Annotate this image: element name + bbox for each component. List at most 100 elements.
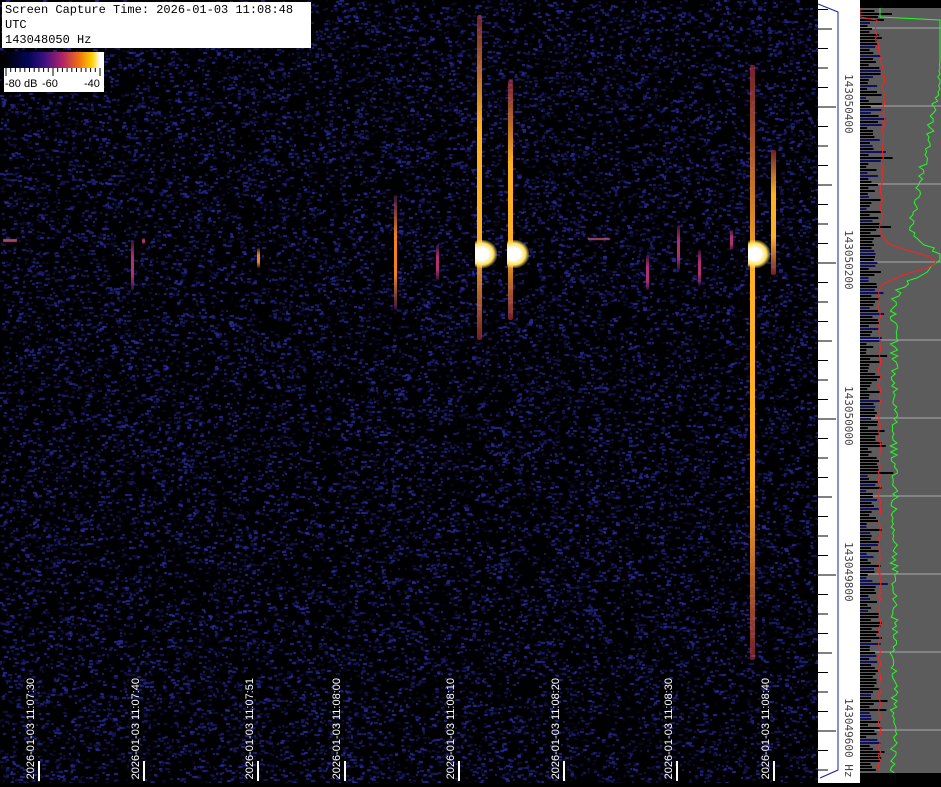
spectrum-instant-bar xyxy=(860,511,872,513)
spectrum-instant-bar xyxy=(860,424,878,426)
signal-trace-8 xyxy=(677,225,680,270)
spectrum-instant-bar xyxy=(860,322,880,324)
signal-trace-4 xyxy=(435,244,439,280)
time-tick-label: 2026-01-03 11:07:51 xyxy=(244,677,256,779)
signal-trace-3 xyxy=(393,194,397,311)
spectrum-instant-bar xyxy=(860,64,869,66)
spectrum-instant-bar xyxy=(860,721,881,723)
spectrum-instant-bar xyxy=(860,331,872,333)
spectrum-instant-bar xyxy=(860,577,867,579)
spectrum-instant-bar xyxy=(860,703,874,705)
spectrum-instant-bar xyxy=(860,451,872,453)
spectrum-instant-bar xyxy=(860,514,870,516)
spectrum-instant-bar xyxy=(860,457,877,459)
spectrum-instant-bar xyxy=(860,106,871,108)
spectrum-instant-bar xyxy=(860,478,870,480)
spectrum-instant-bar xyxy=(860,724,869,726)
time-tick-label: 2026-01-03 11:08:40 xyxy=(760,677,772,779)
spectrum-instant-bar xyxy=(860,319,878,321)
spectrum-instant-bar xyxy=(860,55,881,57)
spectrum-instant-bar xyxy=(860,97,867,99)
spectrum-instant-bar xyxy=(860,205,870,207)
spectrum-instant-bar xyxy=(860,622,882,624)
spectrum-instant-bar xyxy=(860,604,868,606)
spectrum-instant-bar xyxy=(860,691,873,693)
spectrum-instant-bar xyxy=(860,139,880,141)
spectrum-instant-bar xyxy=(860,499,878,501)
spectrum-instant-bar xyxy=(860,493,873,495)
spectrum-instant-bar xyxy=(860,580,873,582)
spectrum-instant-bar xyxy=(860,277,869,279)
spectrum-instant-bar xyxy=(860,172,868,174)
spectrum-instant-bar xyxy=(860,568,875,570)
spectrum-instant-bar xyxy=(860,679,877,681)
spectrum-instant-bar xyxy=(860,19,884,21)
spectrum-instant-bar xyxy=(860,49,870,51)
spectrum-instant-bar xyxy=(860,232,871,234)
frequency-tick-label: 143050200 xyxy=(842,230,855,290)
spectrum-instant-bar xyxy=(860,592,877,594)
spectrum-instant-bar xyxy=(860,307,870,309)
spectrum-instant-bar xyxy=(860,184,878,186)
spectrum-instant-bar xyxy=(860,280,869,282)
spectrum-instant-bar xyxy=(860,52,874,54)
color-scale-ticks xyxy=(5,68,101,76)
spectrum-instant-bar xyxy=(860,100,869,102)
frequency-tick-label: 143050000 xyxy=(842,386,855,446)
time-tick-mark xyxy=(773,761,775,781)
spectrum-instant-bar xyxy=(860,715,872,717)
spectrum-instant-bar xyxy=(860,361,880,363)
time-tick-mark xyxy=(257,761,259,781)
spectrum-instant-bar xyxy=(860,304,874,306)
spectrum-instant-bar xyxy=(860,526,867,528)
color-label-max: -40 xyxy=(84,78,100,90)
spectrum-instant-bar xyxy=(860,292,884,294)
spectrum-instant-bar xyxy=(860,208,867,210)
spectrum-instant-bar xyxy=(860,46,876,48)
spectrum-instant-bar xyxy=(860,151,886,153)
spectrum-instant-bar xyxy=(860,487,882,489)
spectrum-instant-bar xyxy=(860,385,871,387)
spectrum-instant-bar xyxy=(860,706,870,708)
spectrum-instant-bar xyxy=(860,709,887,711)
spectrum-instant-bar xyxy=(860,274,875,276)
spectrum-instant-bar xyxy=(860,739,878,741)
spectrum-instant-bar xyxy=(860,121,879,123)
signal-trace-9 xyxy=(698,250,701,286)
spectrum-instant-bar xyxy=(860,463,877,465)
spectrum-instant-bar xyxy=(860,409,875,411)
time-tick-label: 2026-01-03 11:08:30 xyxy=(663,677,675,779)
spectrum-instant-bar xyxy=(860,688,880,690)
waterfall-spectrogram[interactable]: 2026-01-03 11:07:30 2026-01-03 11:07:40 20… xyxy=(0,0,818,783)
time-tick-label: 2026-01-03 11:08:00 xyxy=(331,677,343,779)
spectrum-instant-bar xyxy=(860,265,876,267)
spectrum-bottom-band xyxy=(860,773,941,783)
spectrum-instant-bar xyxy=(860,682,877,684)
spectrum-instant-bar xyxy=(860,616,879,618)
spectrum-instant-bar xyxy=(860,355,888,357)
spectrum-instant-bar xyxy=(860,202,872,204)
frequency-tick-label: 143049800 xyxy=(842,542,855,602)
spectrum-instant-bar xyxy=(860,94,882,96)
spectrum-instant-bar xyxy=(860,406,876,408)
spectrum-instant-bar xyxy=(860,553,867,555)
spectrum-panel xyxy=(859,0,941,783)
spectrum-instant-bar xyxy=(860,316,873,318)
spectrum-instant-bar xyxy=(860,289,875,291)
spectrum-instant-bar xyxy=(860,169,877,171)
spectrum-instant-bar xyxy=(860,769,876,771)
spectrum-instant-bar xyxy=(860,376,882,378)
spectrum-instant-bar xyxy=(860,460,880,462)
spectrum-instant-bar xyxy=(860,700,888,702)
spectrum-instant-bar xyxy=(860,370,868,372)
spectrum-instant-bar xyxy=(860,148,874,150)
spectrum-instant-bar xyxy=(860,607,872,609)
frequency-scale[interactable]: 143050400 143050200 143050000 143049800 1430… xyxy=(818,0,860,783)
spectrum-instant-bar xyxy=(860,667,875,669)
time-tick-label: 2026-01-03 11:07:40 xyxy=(130,677,142,779)
spectrum-instant-bar xyxy=(860,229,877,231)
spectrum-instant-bar xyxy=(860,76,873,78)
spectrum-instant-bar xyxy=(860,448,868,450)
signal-head-5 xyxy=(475,240,497,268)
spectrum-instant-bar xyxy=(860,247,872,249)
